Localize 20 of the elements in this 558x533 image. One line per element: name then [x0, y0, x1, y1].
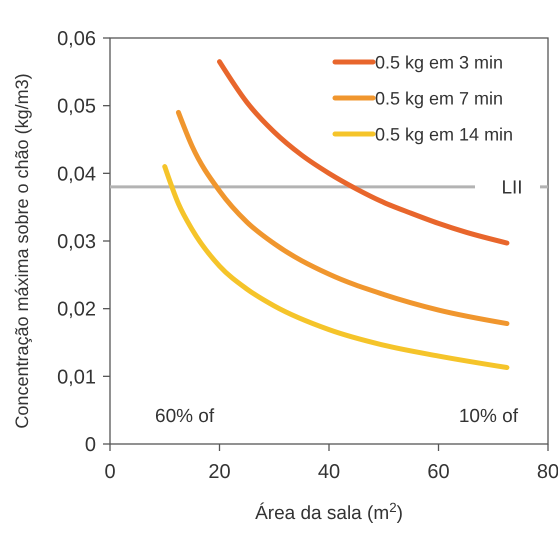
x-tick-label: 40 — [318, 461, 340, 483]
legend-label: 0.5 kg em 7 min — [375, 88, 504, 108]
annotation: 10% of — [458, 406, 519, 427]
legend-label: 0.5 kg em 3 min — [375, 52, 504, 72]
ref-line-label: LII — [501, 178, 523, 199]
y-tick-label: 0,02 — [57, 298, 96, 321]
x-tick-label: 60 — [427, 461, 450, 483]
y-tick-label: 0,01 — [57, 366, 96, 388]
x-tick-label: 80 — [536, 461, 558, 483]
y-tick-label: 0,05 — [57, 96, 96, 118]
y-axis-title: Concentração máxima sobre o chão (kg/m3) — [12, 73, 32, 429]
x-tick-label: 0 — [104, 461, 116, 483]
y-tick-label: 0,04 — [57, 163, 96, 186]
y-tick-label: 0 — [84, 434, 96, 456]
y-tick-label: 0,06 — [57, 28, 96, 50]
x-tick-label: 20 — [208, 461, 231, 483]
y-tick-label: 0,03 — [57, 231, 96, 253]
legend-label: 0.5 kg em 14 min — [375, 124, 514, 144]
x-axis-title: Área da sala (m$^{2}$) — [255, 500, 403, 524]
annotation: 60% of — [155, 406, 215, 427]
